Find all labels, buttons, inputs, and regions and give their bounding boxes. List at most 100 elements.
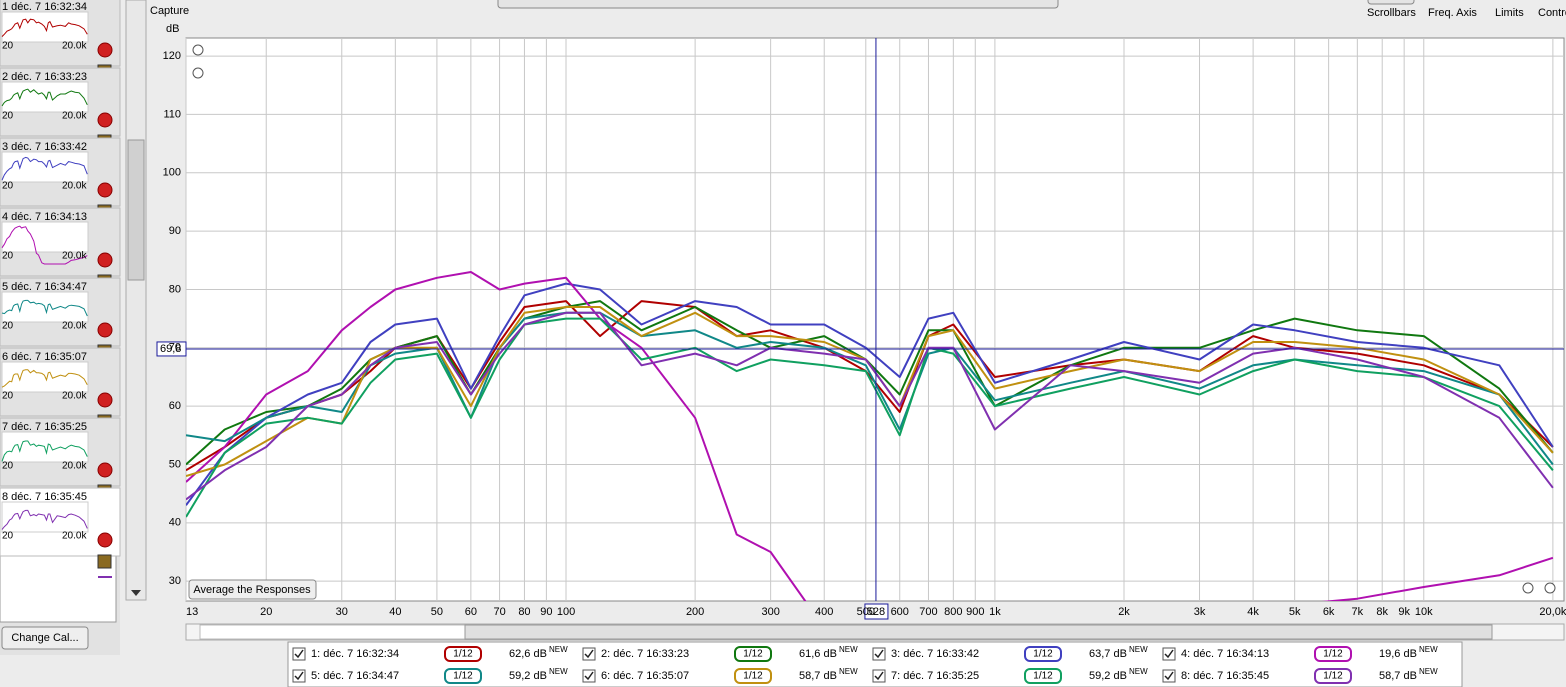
smoothing-label[interactable]: 1/12 — [743, 671, 763, 682]
checkmark[interactable] — [1164, 649, 1174, 659]
checkmark[interactable] — [1164, 671, 1174, 681]
smoothing-box[interactable] — [1024, 646, 1062, 662]
legend-badge: NEW — [549, 645, 568, 654]
item-label: 2 déc. 7 16:33:23 — [2, 71, 87, 83]
checkmark[interactable] — [294, 671, 304, 681]
smoothing-box[interactable] — [734, 668, 772, 684]
thumb-high: 20.0k — [62, 461, 87, 472]
smoothing-box[interactable] — [1024, 668, 1062, 684]
checkbox[interactable] — [292, 669, 306, 683]
legend-name: 1: déc. 7 16:32:34 — [311, 648, 399, 660]
checkbox[interactable] — [292, 647, 306, 661]
remove-icon[interactable] — [97, 42, 113, 58]
smoothing-label[interactable]: 1/12 — [1323, 649, 1343, 660]
h-scrollbar-track[interactable] — [199, 624, 466, 640]
legend-badge: NEW — [839, 667, 858, 676]
scrollbar-thumb[interactable] — [127, 139, 145, 281]
smoothing-label[interactable]: 1/12 — [453, 671, 473, 682]
button-label[interactable]: Average the Responses — [193, 584, 311, 596]
zoom-icon[interactable] — [1544, 582, 1556, 594]
checkbox[interactable] — [582, 669, 596, 683]
x-tick-label: 20 — [260, 606, 272, 618]
smoothing-label[interactable]: 1/12 — [1033, 671, 1053, 682]
y-tick-label: 110 — [163, 108, 181, 120]
thumb-low: 20 — [2, 391, 14, 402]
smoothing-label[interactable]: 1/12 — [1323, 671, 1343, 682]
zoom-icon[interactable] — [192, 44, 204, 56]
thumbnail-trace — [1, 225, 88, 265]
remove-icon[interactable] — [97, 252, 113, 268]
legend-badge: NEW — [1419, 667, 1438, 676]
toolbar-button[interactable]: Freq. Axis — [1428, 7, 1477, 19]
checkbox[interactable] — [1162, 647, 1176, 661]
toolbar-button[interactable]: Contro — [1538, 7, 1566, 19]
legend-badge: NEW — [1129, 645, 1148, 654]
legend-name: 4: déc. 7 16:34:13 — [1181, 648, 1269, 660]
checkbox[interactable] — [582, 647, 596, 661]
remove-icon[interactable] — [97, 112, 113, 128]
x-tick-label: 50 — [431, 606, 443, 618]
smoothing-box[interactable] — [734, 646, 772, 662]
item-label: 3 déc. 7 16:33:42 — [2, 141, 87, 153]
remove-icon[interactable] — [97, 392, 113, 408]
smoothing-label[interactable]: 1/12 — [453, 649, 473, 660]
y-tick-label: 90 — [169, 225, 181, 237]
remove-icon[interactable] — [97, 462, 113, 478]
checkmark[interactable] — [874, 671, 884, 681]
item-label: 5 déc. 7 16:34:47 — [2, 281, 87, 293]
scroll-arrow[interactable] — [131, 590, 141, 596]
x-tick-label: 90 — [540, 606, 552, 618]
legend-name: 8: déc. 7 16:35:45 — [1181, 670, 1269, 682]
smoothing-box[interactable] — [444, 668, 482, 684]
item-label: 1 déc. 7 16:32:34 — [2, 1, 87, 13]
traces — [186, 271, 1554, 601]
zoom-icon[interactable] — [1522, 582, 1534, 594]
legend-name: 6: déc. 7 16:35:07 — [601, 670, 689, 682]
button[interactable] — [1, 626, 89, 650]
cursor-y-label: 69,8 — [160, 343, 181, 355]
checkmark[interactable] — [294, 649, 304, 659]
thumb-low: 20 — [2, 111, 14, 122]
thumb-low: 20 — [2, 461, 14, 472]
remove-icon[interactable] — [97, 322, 113, 338]
x-tick-label: 10k — [1415, 606, 1433, 618]
checkbox[interactable] — [872, 647, 886, 661]
trace — [186, 306, 1554, 478]
h-scrollbar-thumb[interactable] — [464, 624, 1493, 640]
remove-icon[interactable] — [97, 532, 113, 548]
thumb-high: 20.0k — [62, 531, 87, 542]
zoom-icon[interactable] — [192, 67, 204, 79]
thumbnail-trace — [1, 369, 88, 388]
toolbar-button[interactable]: Scrollbars — [1367, 7, 1416, 19]
x-tick-label: 13 — [186, 606, 198, 618]
settings-icon[interactable] — [97, 554, 112, 569]
smoothing-label[interactable]: 1/12 — [1033, 649, 1053, 660]
smoothing-box[interactable] — [1314, 668, 1352, 684]
checkmark[interactable] — [584, 649, 594, 659]
checkbox[interactable] — [872, 669, 886, 683]
x-tick-label: 3k — [1194, 606, 1206, 618]
trace — [186, 311, 1554, 501]
scrollbar[interactable] — [125, 0, 147, 601]
button-label[interactable]: Change Cal... — [11, 632, 78, 644]
thumb-high: 20.0k — [62, 251, 87, 262]
toolbar-button[interactable]: Limits — [1495, 7, 1524, 19]
checkmark[interactable] — [584, 671, 594, 681]
x-tick-label: 300 — [761, 606, 779, 618]
x-tick-label: 7k — [1352, 606, 1364, 618]
legend-level: 58,7 dB — [1379, 670, 1417, 682]
item-label: 7 déc. 7 16:35:25 — [2, 421, 87, 433]
x-tick-label: 40 — [389, 606, 401, 618]
smoothing-label[interactable]: 1/12 — [743, 649, 763, 660]
smoothing-box[interactable] — [1314, 646, 1352, 662]
grid — [185, 38, 1564, 601]
trace — [186, 300, 1554, 472]
button[interactable] — [1367, 0, 1415, 5]
remove-icon[interactable] — [97, 182, 113, 198]
button[interactable] — [188, 579, 317, 600]
checkmark[interactable] — [874, 649, 884, 659]
item-label: 4 déc. 7 16:34:13 — [2, 211, 87, 223]
x-tick-label: 1k — [989, 606, 1001, 618]
checkbox[interactable] — [1162, 669, 1176, 683]
smoothing-box[interactable] — [444, 646, 482, 662]
